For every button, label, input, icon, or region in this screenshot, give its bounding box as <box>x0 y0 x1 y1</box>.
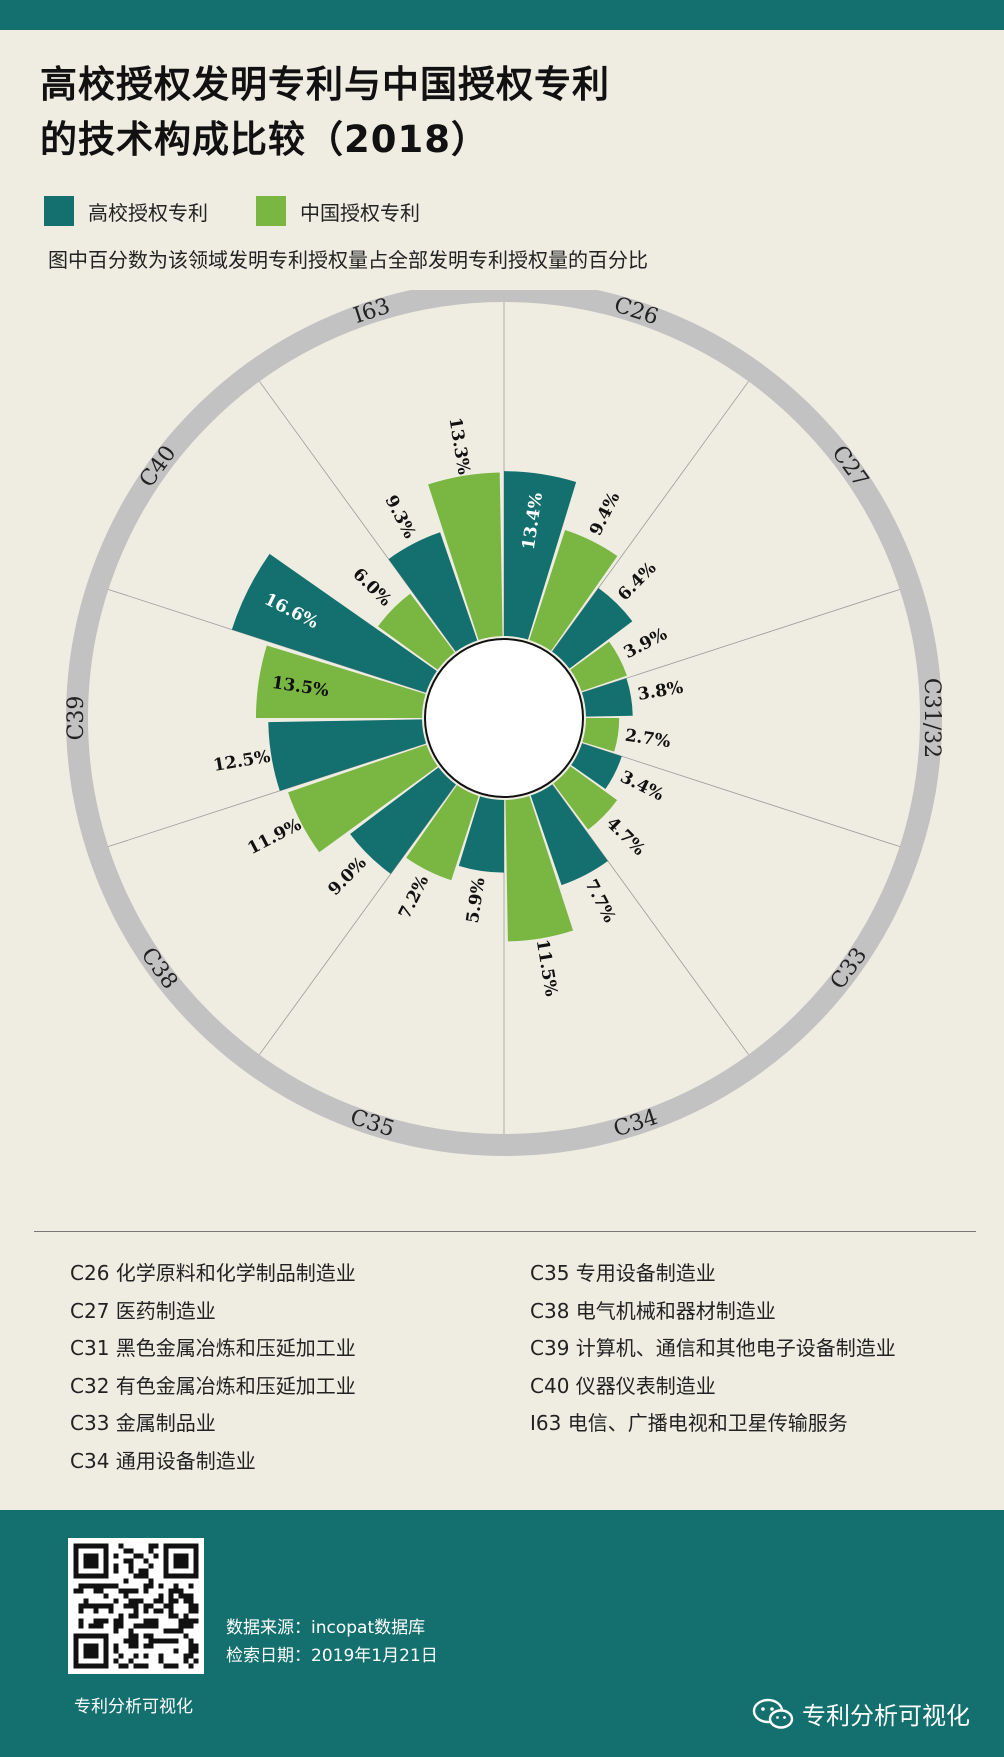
retrieval-date: 检索日期：2019年1月21日 <box>226 1646 438 1666</box>
definition-c38: C38 电气机械和器材制造业 <box>530 1298 776 1323</box>
data-label: 9.0% <box>324 853 370 900</box>
data-label: 4.7% <box>602 814 649 860</box>
definition-i63: I63 电信、广播电视和卫星传输服务 <box>530 1411 848 1436</box>
qr-caption: 专利分析可视化 <box>74 1697 193 1717</box>
definition-c33: C33 金属制品业 <box>70 1411 216 1436</box>
definition-c39: C39 计算机、通信和其他电子设备制造业 <box>530 1336 896 1361</box>
bar-university-c35 <box>458 796 504 873</box>
page-title: 高校授权发明专利与中国授权专利 的技术构成比较（2018） <box>40 58 610 168</box>
data-label: 7.2% <box>395 872 433 922</box>
definition-c31: C31 黑色金属冶炼和压延加工业 <box>70 1336 356 1361</box>
top-bar <box>0 0 1004 30</box>
title-line-1: 高校授权发明专利与中国授权专利 <box>40 63 610 106</box>
sector-divider-line <box>259 381 457 652</box>
brand-label: 专利分析可视化 <box>802 1702 970 1730</box>
sector-divider-line <box>581 742 900 847</box>
legend-swatch-china <box>256 196 286 226</box>
data-label: 12.5% <box>212 747 272 776</box>
bar-university-c39 <box>268 719 427 791</box>
sector-divider-line <box>108 589 427 694</box>
definition-c40: C40 仪器仪表制造业 <box>530 1373 716 1398</box>
category-label: C26 <box>611 293 661 331</box>
legend-label-university: 高校授权专利 <box>88 200 208 225</box>
definition-c32: C32 有色金属冶炼和压延加工业 <box>70 1373 356 1398</box>
bar-china-c38 <box>288 744 438 853</box>
category-label: C39 <box>64 696 89 741</box>
definition-c34: C34 通用设备制造业 <box>70 1448 256 1473</box>
category-label: C34 <box>611 1105 661 1143</box>
bar-university-c31-32 <box>581 678 633 717</box>
bar-university-c33 <box>571 743 622 790</box>
data-source: 数据来源：incopat数据库 检索日期：2019年1月21日 <box>226 1614 438 1670</box>
bar-china-c39 <box>255 645 426 718</box>
data-label: 13.3% <box>444 416 473 476</box>
sector-divider-line <box>581 589 900 694</box>
bar-china-c33 <box>553 766 618 830</box>
data-label: 6.0% <box>349 564 396 610</box>
bar-university-i63 <box>388 532 478 652</box>
chart-legend: 高校授权专利 中国授权专利 <box>44 196 468 226</box>
legend-swatch-university <box>44 196 74 226</box>
category-label: I63 <box>351 294 394 329</box>
bar-china-c40 <box>377 593 455 670</box>
brand: 专利分析可视化 <box>752 1696 970 1731</box>
wechat-icon <box>752 1698 794 1729</box>
bar-china-c34 <box>505 795 574 942</box>
bar-china-i63 <box>428 472 503 641</box>
bar-china-c27 <box>570 641 627 692</box>
data-label: 7.7% <box>580 876 619 926</box>
category-definitions-left: C26 化学原料和化学制品制造业 C27 医药制造业 C31 黑色金属冶炼和压延… <box>70 1255 356 1481</box>
definition-c35: C35 专用设备制造业 <box>530 1261 716 1285</box>
category-definitions-right: C35 专用设备制造业 C38 电气机械和器材制造业 C39 计算机、通信和其他… <box>530 1255 896 1443</box>
data-label: 6.4% <box>614 558 660 605</box>
bar-university-c27 <box>552 587 633 669</box>
footer: 专利分析可视化 数据来源：incopat数据库 检索日期：2019年1月21日 … <box>0 1510 1004 1757</box>
data-label: 9.4% <box>586 489 624 539</box>
data-label: 11.5% <box>532 938 561 998</box>
category-label: C31/32 <box>919 678 944 758</box>
bar-university-c40 <box>231 553 437 693</box>
title-line-2: 的技术构成比较（2018） <box>40 117 489 161</box>
data-label: 3.4% <box>617 767 667 805</box>
chart-center-hole <box>424 638 584 798</box>
bar-china-c31-32 <box>582 718 620 752</box>
legend-item-china: 中国授权专利 <box>256 196 420 226</box>
data-label: 11.9% <box>244 815 304 859</box>
legend-item-university: 高校授权专利 <box>44 196 208 226</box>
source-text: 数据来源：incopat数据库 <box>226 1618 426 1638</box>
bar-university-c34 <box>530 784 608 886</box>
data-label: 3.9% <box>621 624 671 663</box>
category-ring <box>66 290 942 1156</box>
chart-note: 图中百分数为该领域发明专利授权量占全部发明专利授权量的百分比 <box>48 248 648 272</box>
sector-divider-line <box>551 784 749 1055</box>
definition-c26: C26 化学原料和化学制品制造业 <box>70 1261 356 1285</box>
bar-university-c38 <box>350 767 456 874</box>
definition-c27: C27 医药制造业 <box>70 1298 216 1323</box>
data-label: 9.3% <box>380 492 419 542</box>
qr-code[interactable] <box>68 1538 204 1674</box>
data-label: 2.7% <box>624 726 672 753</box>
sector-divider-line <box>551 381 749 652</box>
bar-china-c26 <box>529 530 618 651</box>
data-label: 5.9% <box>463 876 490 924</box>
bar-university-c26 <box>504 471 577 640</box>
legend-label-china: 中国授权专利 <box>300 200 420 225</box>
data-label: 3.8% <box>636 678 684 705</box>
bar-china-c35 <box>406 785 479 881</box>
divider <box>34 1231 976 1232</box>
category-label: C35 <box>347 1105 397 1143</box>
